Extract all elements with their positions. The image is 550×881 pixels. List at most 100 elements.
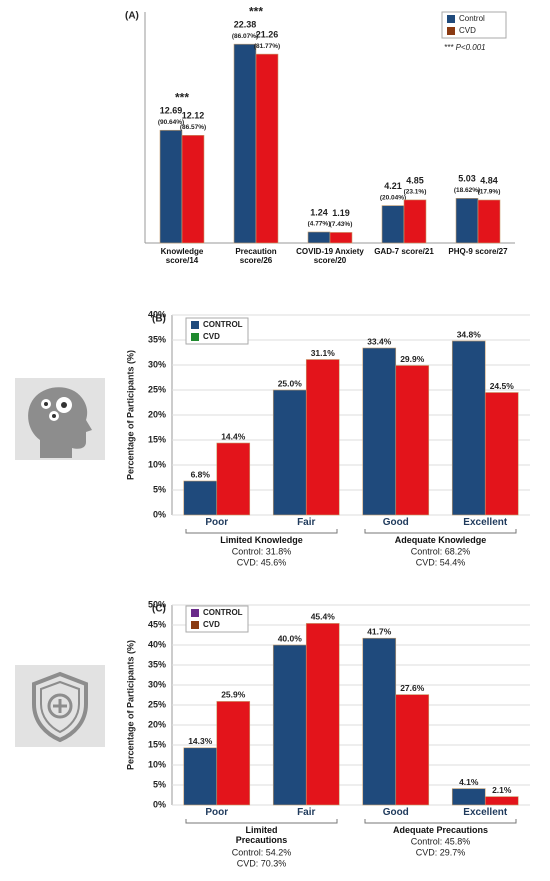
group-stat: CVD: 70.3% xyxy=(237,858,287,868)
legend-label: CONTROL xyxy=(203,320,243,329)
value-label: 29.9% xyxy=(400,354,425,364)
x-tick-label-box: GAD-7 score/21 xyxy=(374,247,434,256)
precaution-icon xyxy=(15,665,105,747)
value-label: 4.85 xyxy=(406,175,424,185)
y-tick-label: 20% xyxy=(148,719,166,729)
legend-swatch xyxy=(191,621,199,629)
x-tick-label-box: Fair xyxy=(297,517,315,528)
bar xyxy=(362,637,397,806)
value-label: 45.4% xyxy=(311,612,336,622)
group-label-box: Limited Precautions xyxy=(235,825,288,846)
bar xyxy=(181,135,205,244)
y-tick-label: 30% xyxy=(148,359,166,369)
x-tick-label: Precaution score/26 xyxy=(235,247,277,266)
legend-swatch xyxy=(191,609,199,617)
percent-label: (20.04%) xyxy=(380,194,406,201)
value-label: 25.0% xyxy=(278,378,303,388)
x-tick-label-box: Precaution score/26 xyxy=(235,247,277,266)
value-label: 4.21 xyxy=(384,181,402,191)
value-label: 12.12 xyxy=(182,111,205,121)
bar xyxy=(272,389,307,516)
group-stat: CVD: 54.4% xyxy=(416,557,466,567)
value-label: 14.3% xyxy=(188,736,213,746)
x-tick-label: Excellent xyxy=(463,807,508,818)
group-label-box: Adequate Precautions xyxy=(393,825,488,835)
value-label: 41.7% xyxy=(367,626,392,636)
x-tick-label-box: PHQ-9 score/27 xyxy=(448,247,508,256)
percent-label: (86.57%) xyxy=(180,124,206,131)
group-bracket xyxy=(185,819,338,824)
value-label: 34.8% xyxy=(457,329,482,339)
panel-label: (B) xyxy=(152,314,166,325)
group-bracket xyxy=(185,529,338,534)
value-label: 22.38 xyxy=(234,20,257,30)
y-tick-label: 5% xyxy=(153,779,166,789)
percent-label: (18.62%) xyxy=(454,187,480,194)
y-tick-label: 30% xyxy=(148,679,166,689)
y-axis-label: Percentage of Participants (%) xyxy=(125,350,135,480)
bar xyxy=(305,359,340,516)
value-label: 24.5% xyxy=(490,381,515,391)
percent-label: (7.43%) xyxy=(330,221,353,228)
bar xyxy=(477,199,501,244)
y-tick-label: 20% xyxy=(148,409,166,419)
group-stat: Control: 45.8% xyxy=(411,836,471,846)
legend-swatch xyxy=(447,15,455,23)
value-label: 31.1% xyxy=(311,348,336,358)
value-label: 1.19 xyxy=(332,208,350,218)
bar xyxy=(272,644,307,806)
group-stat: Control: 68.2% xyxy=(411,546,471,556)
x-tick-label: PHQ-9 score/27 xyxy=(448,247,508,256)
legend-label: CVD xyxy=(459,26,476,35)
group-bracket xyxy=(364,819,517,824)
x-tick-label: Good xyxy=(382,517,409,528)
percent-label: (81.77%) xyxy=(254,43,280,50)
legend-label: CVD xyxy=(203,332,220,341)
y-tick-label: 50% xyxy=(148,599,166,609)
bar xyxy=(329,232,353,244)
significance-mark: *** xyxy=(175,90,189,104)
x-tick-label: GAD-7 score/21 xyxy=(374,247,434,256)
group-bracket xyxy=(364,529,517,534)
percent-label: (17.9%) xyxy=(478,189,501,196)
percent-label: (86.07%) xyxy=(232,33,258,40)
y-tick-label: 40% xyxy=(148,309,166,319)
group-label-box: Adequate Knowledge xyxy=(394,535,487,545)
bar xyxy=(403,199,427,244)
group-stat: Control: 54.2% xyxy=(232,847,292,857)
value-label: 40.0% xyxy=(278,633,303,643)
x-tick-label-box: Poor xyxy=(205,517,229,528)
x-tick-label-box: Fair xyxy=(297,807,316,818)
bar xyxy=(183,747,218,806)
y-tick-label: 40% xyxy=(148,639,166,649)
bar xyxy=(381,205,405,244)
y-tick-label: 15% xyxy=(148,434,166,444)
x-tick-label-box: Good xyxy=(382,517,409,528)
x-tick-label: Knowledge score/14 xyxy=(160,247,204,266)
x-tick-label: Excellent xyxy=(463,517,508,528)
value-label: 5.03 xyxy=(458,174,476,184)
percent-label: (23.1%) xyxy=(404,189,427,196)
bar xyxy=(307,231,331,244)
y-axis-label: Percentage of Participants (%) xyxy=(125,640,135,770)
group-label: Adequate Knowledge xyxy=(394,535,487,545)
y-tick-label: 15% xyxy=(148,739,166,749)
x-tick-label: Fair xyxy=(297,807,316,818)
group-stat: Control: 31.8% xyxy=(232,546,292,556)
legend-note: *** P<0.001 xyxy=(444,43,486,52)
x-tick-label: Good xyxy=(382,807,409,818)
y-tick-label: 10% xyxy=(148,759,166,769)
x-tick-label: COVID-19 Anxiety score/20 xyxy=(296,247,364,266)
x-tick-label-box: Good xyxy=(382,807,409,818)
value-label: 33.4% xyxy=(367,336,392,346)
bar xyxy=(159,129,183,244)
group-label: Limited Precautions xyxy=(235,825,288,846)
bar xyxy=(233,43,257,244)
x-tick-label-box: Excellent xyxy=(463,517,508,528)
x-tick-label: Poor xyxy=(205,517,229,528)
knowledge-icon xyxy=(15,378,105,460)
x-tick-label-box: Knowledge score/14 xyxy=(160,247,204,266)
legend-swatch xyxy=(191,333,199,341)
